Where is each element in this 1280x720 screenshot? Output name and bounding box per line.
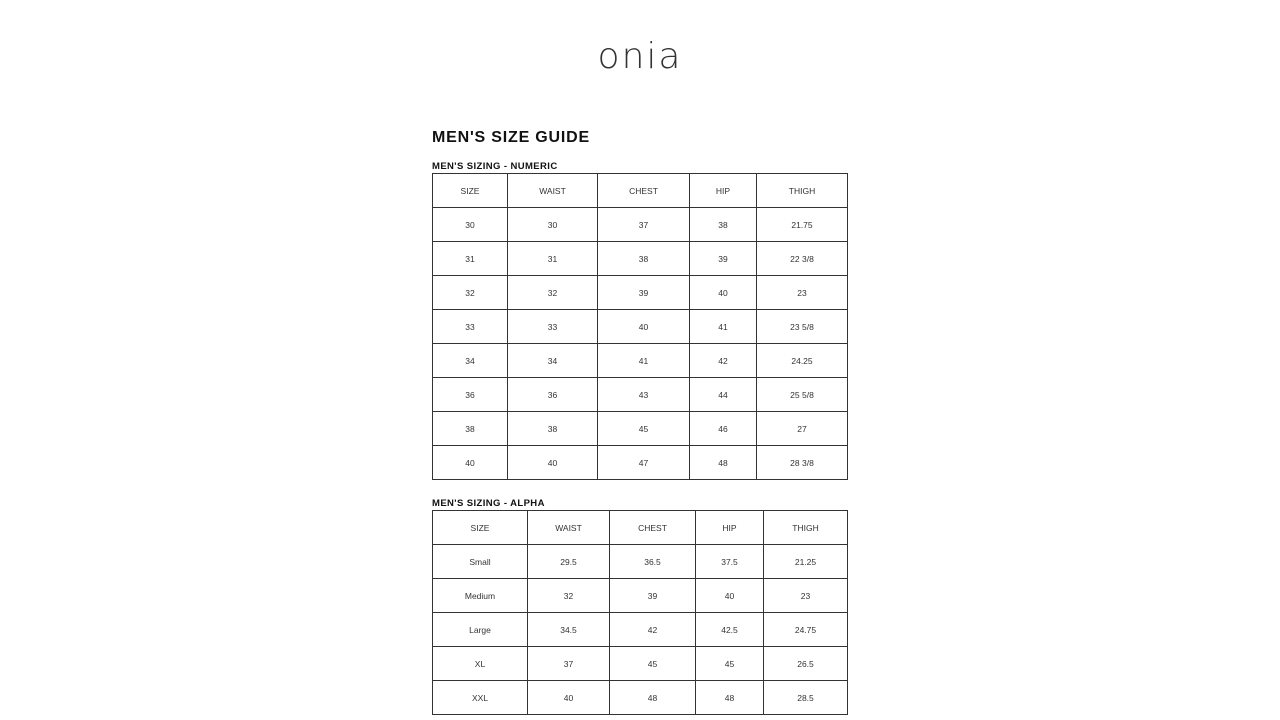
column-header: HIP xyxy=(695,510,764,545)
table-cell: 40 xyxy=(527,680,610,715)
numeric-size-table: SIZE WAIST CHEST HIP THIGH 30 30 37 38 21.75 31 31 3… xyxy=(432,173,848,480)
table-cell: 41 xyxy=(689,309,757,344)
table-cell: Small xyxy=(432,544,528,579)
table-cell: 37 xyxy=(527,646,610,681)
table-row: 30 30 37 38 21.75 xyxy=(432,207,848,242)
table-cell: 48 xyxy=(609,680,696,715)
table-cell: 24.75 xyxy=(763,612,848,647)
table-cell: 43 xyxy=(597,377,690,412)
table-cell: 46 xyxy=(689,411,757,446)
table-cell: 34 xyxy=(507,343,598,378)
table-row: XL 37 45 45 26.5 xyxy=(432,646,848,681)
column-header: THIGH xyxy=(763,510,848,545)
table-cell: 32 xyxy=(432,275,508,310)
table-row: 38 38 45 46 27 xyxy=(432,411,848,446)
table-cell: 41 xyxy=(597,343,690,378)
table-cell: 39 xyxy=(609,578,696,613)
table-cell: 31 xyxy=(507,241,598,276)
table-cell: XL xyxy=(432,646,528,681)
table-cell: 30 xyxy=(507,207,598,242)
table-cell: 42.5 xyxy=(695,612,764,647)
table-cell: 34 xyxy=(432,343,508,378)
table-cell: 30 xyxy=(432,207,508,242)
table-cell: 21.25 xyxy=(763,544,848,579)
column-header: CHEST xyxy=(609,510,696,545)
table-cell: XXL xyxy=(432,680,528,715)
table-cell: 40 xyxy=(432,445,508,480)
table-cell: 36 xyxy=(432,377,508,412)
table-cell: 45 xyxy=(695,646,764,681)
table-cell: 28 3/8 xyxy=(756,445,848,480)
table-cell: 45 xyxy=(609,646,696,681)
table-cell: 40 xyxy=(695,578,764,613)
alpha-size-table: SIZE WAIST CHEST HIP THIGH Small 29.5 36.5 37.5 2… xyxy=(432,510,848,715)
table-cell: 42 xyxy=(609,612,696,647)
table-cell: 36.5 xyxy=(609,544,696,579)
table-cell: 29.5 xyxy=(527,544,610,579)
table-cell: 38 xyxy=(507,411,598,446)
header-row: SIZE WAIST CHEST HIP THIGH xyxy=(432,510,848,545)
table-cell: 36 xyxy=(507,377,598,412)
column-header: SIZE xyxy=(432,510,528,545)
table-cell: 28.5 xyxy=(763,680,848,715)
table-row: XXL 40 48 48 28.5 xyxy=(432,680,848,715)
alpha-table-title: MEN'S SIZING - ALPHA xyxy=(432,498,545,509)
table-cell: 39 xyxy=(689,241,757,276)
column-header: HIP xyxy=(689,173,757,208)
table-row: 36 36 43 44 25 5/8 xyxy=(432,377,848,412)
table-cell: 33 xyxy=(432,309,508,344)
table-cell: 23 xyxy=(756,275,848,310)
table-cell: Large xyxy=(432,612,528,647)
table-cell: 32 xyxy=(507,275,598,310)
table-cell: 48 xyxy=(689,445,757,480)
brand-logo: onia xyxy=(597,36,683,77)
table-cell: 22 3/8 xyxy=(756,241,848,276)
table-cell: 26.5 xyxy=(763,646,848,681)
column-header: CHEST xyxy=(597,173,690,208)
table-cell: 31 xyxy=(432,241,508,276)
table-cell: 45 xyxy=(597,411,690,446)
column-header: WAIST xyxy=(507,173,598,208)
table-row: Large 34.5 42 42.5 24.75 xyxy=(432,612,848,647)
table-row: 40 40 47 48 28 3/8 xyxy=(432,445,848,480)
table-cell: 40 xyxy=(507,445,598,480)
table-cell: 23 xyxy=(763,578,848,613)
table-cell: 27 xyxy=(756,411,848,446)
table-cell: 47 xyxy=(597,445,690,480)
table-row: 31 31 38 39 22 3/8 xyxy=(432,241,848,276)
table-cell: 40 xyxy=(689,275,757,310)
table-row: Medium 32 39 40 23 xyxy=(432,578,848,613)
table-cell: 38 xyxy=(597,241,690,276)
table-cell: 42 xyxy=(689,343,757,378)
table-row: Small 29.5 36.5 37.5 21.25 xyxy=(432,544,848,579)
table-cell: 37 xyxy=(597,207,690,242)
table-cell: 39 xyxy=(597,275,690,310)
table-cell: 34.5 xyxy=(527,612,610,647)
table-cell: 33 xyxy=(507,309,598,344)
table-cell: 21.75 xyxy=(756,207,848,242)
numeric-table-title: MEN'S SIZING - NUMERIC xyxy=(432,161,558,172)
table-cell: 37.5 xyxy=(695,544,764,579)
table-cell: 25 5/8 xyxy=(756,377,848,412)
column-header: SIZE xyxy=(432,173,508,208)
table-row: 33 33 40 41 23 5/8 xyxy=(432,309,848,344)
table-cell: 24.25 xyxy=(756,343,848,378)
table-cell: 48 xyxy=(695,680,764,715)
table-cell: 38 xyxy=(689,207,757,242)
table-cell: 38 xyxy=(432,411,508,446)
table-row: 32 32 39 40 23 xyxy=(432,275,848,310)
page-title: MEN'S SIZE GUIDE xyxy=(432,129,590,146)
table-cell: 32 xyxy=(527,578,610,613)
header-row: SIZE WAIST CHEST HIP THIGH xyxy=(432,173,848,208)
column-header: WAIST xyxy=(527,510,610,545)
column-header: THIGH xyxy=(756,173,848,208)
table-cell: 44 xyxy=(689,377,757,412)
table-cell: Medium xyxy=(432,578,528,613)
table-cell: 40 xyxy=(597,309,690,344)
table-row: 34 34 41 42 24.25 xyxy=(432,343,848,378)
table-cell: 23 5/8 xyxy=(756,309,848,344)
